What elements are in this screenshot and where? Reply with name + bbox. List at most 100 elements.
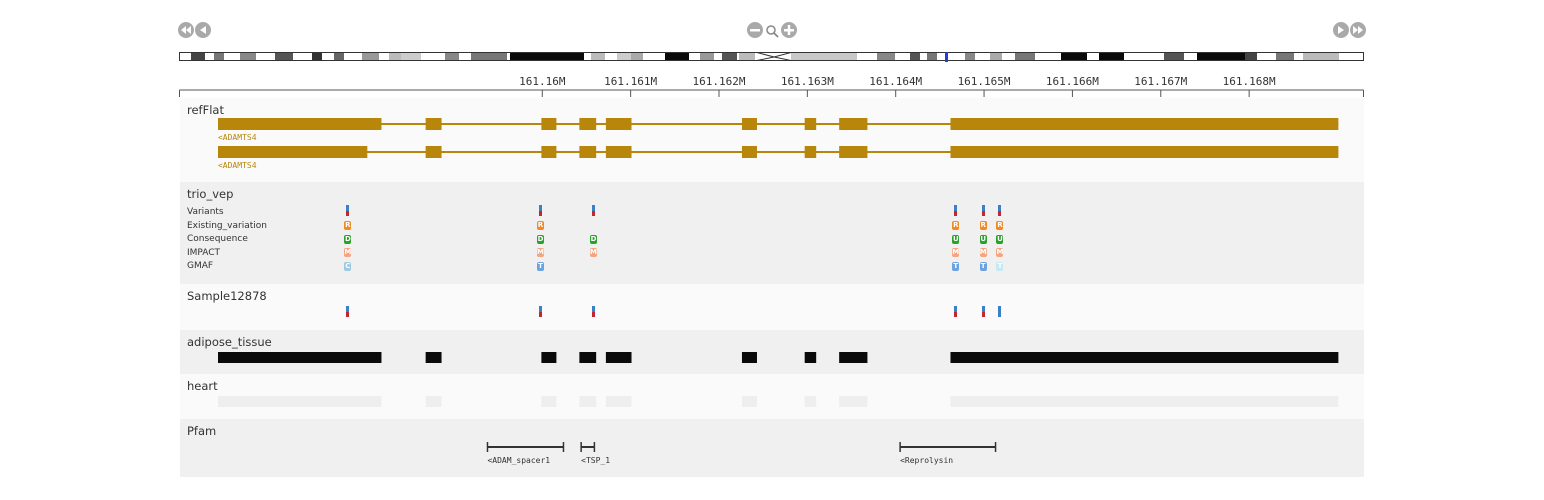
- vep-row-label-gmaf: GMAF: [187, 261, 214, 271]
- chromosome-ideogram[interactable]: [179, 52, 1364, 62]
- pfam-domain[interactable]: [580, 442, 596, 452]
- vep-consequence-glyph[interactable]: U: [996, 235, 1004, 244]
- step-backward-button[interactable]: [195, 22, 211, 38]
- adipose-expression-bar[interactable]: [579, 352, 597, 363]
- ruler-tick-label: 161.168M: [1223, 75, 1276, 88]
- track-adipose-tissue: adipose_tissue: [180, 330, 1364, 374]
- exon[interactable]: [741, 118, 757, 130]
- adipose-expression-bar[interactable]: [839, 352, 868, 363]
- ruler-tick-label: 161.161M: [604, 75, 657, 88]
- adipose-expression-bar[interactable]: [217, 352, 382, 363]
- genotype-marker[interactable]: [954, 306, 958, 317]
- exon[interactable]: [425, 118, 442, 130]
- track-title-pfam: Pfam: [187, 424, 217, 438]
- vep-impact-glyph[interactable]: M: [979, 248, 987, 257]
- step-forward-button[interactable]: [1333, 22, 1349, 38]
- exon[interactable]: [541, 146, 557, 158]
- heart-expression-bar[interactable]: [605, 396, 632, 407]
- adipose-expression-bar[interactable]: [541, 352, 557, 363]
- track-trio-vep: trio_vep Variants Existing_variation Con…: [180, 182, 1364, 284]
- vep-existing-glyph[interactable]: R: [979, 221, 987, 230]
- vep-existing-glyph[interactable]: R: [952, 221, 960, 230]
- ruler-tick-label: 161.163M: [781, 75, 834, 88]
- fast-backward-icon: [181, 26, 191, 34]
- exon[interactable]: [804, 118, 817, 130]
- exon[interactable]: [217, 146, 368, 158]
- exon[interactable]: [541, 118, 557, 130]
- vep-existing-glyph[interactable]: R: [344, 221, 352, 230]
- adipose-expression-bar[interactable]: [425, 352, 442, 363]
- adipose-expression-bar[interactable]: [950, 352, 1339, 363]
- heart-expression-bar[interactable]: [950, 396, 1339, 407]
- vep-impact-glyph[interactable]: M: [952, 248, 960, 257]
- exon[interactable]: [950, 118, 1339, 130]
- vep-gmaf-glyph[interactable]: T: [537, 262, 544, 271]
- exon[interactable]: [605, 146, 632, 158]
- exon[interactable]: [950, 146, 1339, 158]
- coordinate-ruler: 161.16M 161.161M 161.162M 161.163M 161.164M 1…: [179, 75, 1364, 97]
- pfam-domain-label[interactable]: <Reprolysin: [900, 456, 954, 465]
- vep-gmaf-glyph[interactable]: T: [979, 262, 987, 271]
- fast-forward-button[interactable]: [1350, 22, 1366, 38]
- adipose-expression-bar[interactable]: [605, 352, 632, 363]
- exon[interactable]: [804, 146, 817, 158]
- heart-expression-bar[interactable]: [741, 396, 757, 407]
- exon[interactable]: [839, 118, 868, 130]
- heart-expression-bar[interactable]: [839, 396, 868, 407]
- vep-row-label-consequence: Consequence: [187, 234, 248, 244]
- variant-marker[interactable]: [981, 205, 985, 216]
- pfam-domain[interactable]: [486, 442, 565, 452]
- exon[interactable]: [605, 118, 632, 130]
- vep-gmaf-glyph[interactable]: T: [952, 262, 960, 271]
- adipose-expression-bar[interactable]: [741, 352, 757, 363]
- exon[interactable]: [579, 146, 597, 158]
- pfam-domain-label[interactable]: <ADAM_spacer1: [487, 456, 551, 465]
- genotype-marker[interactable]: [981, 306, 985, 317]
- genotype-marker[interactable]: [592, 306, 596, 317]
- vep-consequence-glyph[interactable]: U: [952, 235, 960, 244]
- genotype-marker[interactable]: [998, 306, 1002, 317]
- exon[interactable]: [579, 118, 597, 130]
- fast-backward-button[interactable]: [178, 22, 194, 38]
- track-heart: heart: [180, 374, 1364, 419]
- vep-existing-glyph[interactable]: R: [996, 221, 1004, 230]
- vep-existing-glyph[interactable]: R: [537, 221, 544, 230]
- genotype-marker[interactable]: [539, 306, 542, 317]
- vep-consequence-glyph[interactable]: D: [537, 235, 544, 244]
- exon[interactable]: [741, 146, 757, 158]
- variant-marker[interactable]: [954, 205, 958, 216]
- vep-gmaf-glyph[interactable]: T: [996, 262, 1004, 271]
- vep-impact-glyph[interactable]: M: [344, 248, 352, 257]
- ruler-tick-label: 161.165M: [958, 75, 1011, 88]
- track-title-refflat: refFlat: [187, 103, 224, 117]
- pfam-domain[interactable]: [899, 442, 997, 452]
- exon[interactable]: [839, 146, 868, 158]
- transcript-label[interactable]: <ADAMTS4: [217, 161, 257, 170]
- vep-impact-glyph[interactable]: M: [537, 248, 544, 257]
- step-backward-icon: [200, 26, 206, 34]
- vep-impact-glyph[interactable]: M: [590, 248, 598, 257]
- vep-impact-glyph[interactable]: M: [996, 248, 1004, 257]
- vep-gmaf-glyph[interactable]: C: [344, 262, 352, 271]
- track-title-adipose-tissue: adipose_tissue: [187, 335, 272, 349]
- zoom-out-button[interactable]: [747, 22, 763, 38]
- exon[interactable]: [425, 146, 442, 158]
- variant-marker[interactable]: [539, 205, 542, 216]
- heart-expression-bar[interactable]: [217, 396, 382, 407]
- heart-expression-bar[interactable]: [579, 396, 597, 407]
- pfam-domain-label[interactable]: <TSP_1: [581, 456, 611, 465]
- adipose-expression-bar[interactable]: [804, 352, 817, 363]
- variant-marker[interactable]: [998, 205, 1002, 216]
- vep-consequence-glyph[interactable]: D: [344, 235, 352, 244]
- variant-marker[interactable]: [592, 205, 596, 216]
- genotype-marker[interactable]: [346, 306, 350, 317]
- transcript-label[interactable]: <ADAMTS4: [217, 133, 257, 142]
- heart-expression-bar[interactable]: [425, 396, 442, 407]
- heart-expression-bar[interactable]: [804, 396, 817, 407]
- variant-marker[interactable]: [346, 205, 350, 216]
- exon[interactable]: [217, 118, 382, 130]
- zoom-in-button[interactable]: [781, 22, 797, 38]
- heart-expression-bar[interactable]: [541, 396, 557, 407]
- vep-consequence-glyph[interactable]: D: [590, 235, 598, 244]
- vep-consequence-glyph[interactable]: U: [979, 235, 987, 244]
